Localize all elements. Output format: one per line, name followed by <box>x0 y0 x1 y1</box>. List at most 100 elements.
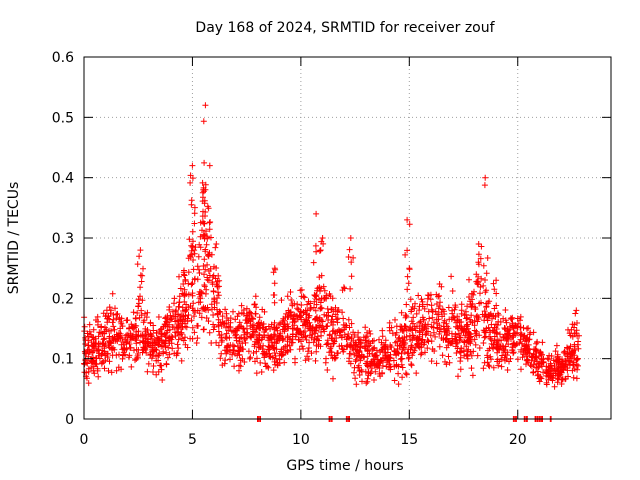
data-point <box>158 366 165 373</box>
data-point <box>402 251 409 258</box>
data-point <box>373 347 380 354</box>
data-point <box>282 343 289 350</box>
data-point <box>363 339 370 346</box>
data-point <box>102 324 108 331</box>
data-point <box>206 329 213 336</box>
data-point <box>194 335 201 342</box>
data-point <box>298 331 305 338</box>
data-point <box>212 244 219 251</box>
data-point <box>245 348 252 355</box>
data-point <box>481 359 488 366</box>
data-point <box>189 162 196 169</box>
data-point <box>240 325 246 332</box>
data-point <box>305 298 312 305</box>
data-point <box>523 353 530 360</box>
data-point <box>235 348 242 354</box>
data-point <box>169 345 176 352</box>
x-axis-label: GPS time / hours <box>286 458 403 474</box>
data-point <box>137 339 143 346</box>
data-point <box>352 375 359 382</box>
data-point <box>159 377 166 383</box>
data-point <box>471 322 478 329</box>
data-point <box>491 337 498 344</box>
data-point <box>204 261 211 268</box>
data-point <box>306 312 313 319</box>
data-point <box>407 336 414 343</box>
data-point <box>554 375 561 382</box>
data-point <box>312 242 319 249</box>
data-point <box>91 370 98 377</box>
data-point <box>174 341 181 348</box>
data-point <box>490 280 497 287</box>
data-point <box>338 334 345 340</box>
data-point <box>95 333 102 340</box>
data-point <box>316 322 322 329</box>
data-point <box>485 362 492 369</box>
data-point <box>222 306 229 313</box>
data-point <box>411 347 418 354</box>
data-point <box>187 253 194 260</box>
data-point <box>151 348 158 355</box>
data-point <box>466 316 473 323</box>
data-point <box>509 347 516 353</box>
data-point <box>88 364 95 371</box>
data-point <box>573 356 580 363</box>
data-point <box>121 345 128 352</box>
data-point <box>199 179 206 186</box>
data-point <box>178 357 185 364</box>
data-point <box>442 327 449 334</box>
data-point <box>468 312 475 319</box>
data-point <box>308 350 315 357</box>
data-point <box>222 334 229 341</box>
data-point <box>254 339 261 346</box>
data-point <box>223 350 230 357</box>
data-point <box>106 304 113 311</box>
data-point <box>360 353 367 360</box>
data-point <box>443 344 450 351</box>
data-point <box>289 301 296 307</box>
data-point <box>416 307 423 314</box>
data-point <box>324 337 331 344</box>
data-point <box>491 286 498 293</box>
data-points <box>81 102 582 422</box>
data-point <box>233 334 240 341</box>
data-point <box>164 354 171 361</box>
data-point <box>364 329 370 336</box>
data-point <box>573 327 580 334</box>
data-point <box>169 324 176 330</box>
data-point <box>506 323 513 330</box>
data-point <box>527 362 534 369</box>
data-point <box>462 332 469 339</box>
data-point <box>572 310 579 317</box>
data-point <box>304 307 311 314</box>
data-point <box>371 344 378 351</box>
data-point <box>504 331 511 338</box>
data-point <box>153 329 160 336</box>
data-point <box>473 332 480 339</box>
data-point <box>178 312 185 319</box>
data-point <box>166 338 173 345</box>
data-point <box>378 357 385 364</box>
data-point <box>456 330 462 337</box>
data-point <box>404 350 411 357</box>
data-point <box>570 348 576 354</box>
data-point <box>425 328 431 335</box>
data-point <box>553 342 560 349</box>
data-point <box>398 350 405 357</box>
data-point <box>503 337 510 344</box>
data-point <box>132 315 139 322</box>
data-point <box>147 352 154 359</box>
data-point <box>153 353 159 360</box>
data-point <box>94 321 101 328</box>
data-point <box>239 355 246 362</box>
data-point <box>517 313 524 320</box>
data-point <box>124 331 131 338</box>
data-point <box>355 334 361 340</box>
data-point <box>536 378 543 385</box>
data-point <box>184 344 191 351</box>
data-point <box>274 327 281 334</box>
data-point <box>487 335 494 342</box>
data-point <box>93 340 100 347</box>
data-point <box>223 335 230 342</box>
